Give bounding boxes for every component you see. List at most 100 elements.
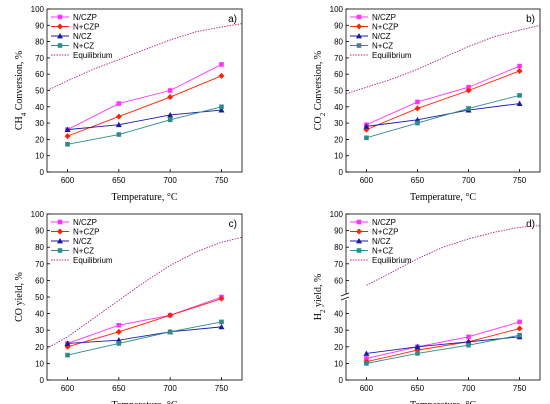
- data-point: [57, 23, 63, 30]
- series-line: [67, 321, 222, 356]
- data-point: [363, 126, 370, 133]
- series-n-czp: [363, 67, 523, 133]
- x-tick-label: 600: [360, 176, 374, 185]
- y-tick-label: 90: [334, 21, 343, 30]
- series-line: [67, 326, 222, 344]
- y-tick-label: 70: [334, 260, 343, 269]
- x-tick-label: 600: [61, 384, 75, 393]
- data-point: [364, 135, 369, 141]
- legend-label: N/CZP: [73, 13, 97, 22]
- legend-label: N+CZ: [73, 247, 94, 256]
- y-tick-label: 0: [40, 376, 45, 385]
- legend-label: Equilibrium: [372, 256, 412, 265]
- data-point: [517, 332, 522, 338]
- y-tick-label: 50: [35, 293, 44, 302]
- data-point: [116, 322, 122, 328]
- legend-item: N+CZ: [350, 247, 393, 256]
- x-tick-label: 600: [61, 176, 75, 185]
- y-tick-label: 40: [35, 310, 44, 319]
- series-line: [366, 328, 520, 363]
- data-point: [219, 319, 224, 325]
- data-point: [363, 123, 370, 129]
- data-point: [57, 43, 63, 48]
- y-tick-label: 40: [334, 310, 343, 319]
- series-line: [366, 321, 520, 359]
- panel-letter: d): [526, 219, 535, 230]
- y-axis-title: CO2 Conversion, %: [313, 51, 327, 130]
- x-tick-label: 600: [360, 384, 374, 393]
- y-tick-label: 90: [35, 21, 44, 30]
- legend-item: N+CZP: [51, 23, 99, 32]
- series-line: [67, 109, 222, 131]
- data-point: [466, 84, 471, 90]
- y-tick-label: 0: [339, 376, 344, 385]
- series-equilibrium: [46, 236, 243, 349]
- legend-item: N/CZP: [51, 13, 97, 22]
- y-tick-label: 100: [330, 210, 344, 219]
- data-point: [167, 94, 174, 101]
- data-point: [115, 113, 122, 120]
- y-tick-label: 40: [35, 103, 44, 112]
- data-point: [356, 33, 362, 39]
- y-tick-label: 10: [35, 152, 44, 161]
- series-line: [345, 24, 541, 95]
- data-point: [356, 238, 362, 244]
- data-point: [465, 87, 472, 94]
- data-point: [356, 248, 362, 253]
- series-n-cz: [64, 323, 225, 346]
- data-point: [364, 356, 369, 361]
- series-equilibrium: [46, 23, 243, 91]
- legend-label: N+CZP: [372, 228, 398, 237]
- series-line: [67, 75, 222, 137]
- series-n-czp: [364, 319, 522, 361]
- data-point: [116, 132, 122, 137]
- x-tick-label: 700: [163, 384, 177, 393]
- y-tick-label: 10: [35, 359, 44, 368]
- legend-item: N+CZ: [51, 247, 94, 256]
- data-point: [219, 62, 224, 67]
- legend-item: Equilibrium: [51, 256, 113, 265]
- series-line: [46, 23, 243, 91]
- y-tick-label: 30: [35, 326, 44, 335]
- data-point: [167, 312, 174, 319]
- data-point: [356, 219, 362, 225]
- data-point: [115, 121, 122, 128]
- data-point: [64, 133, 71, 140]
- legend-item: N/CZ: [350, 32, 391, 41]
- series-line: [366, 336, 520, 354]
- legend-item: N+CZP: [350, 23, 398, 32]
- data-point: [57, 219, 63, 225]
- axis-break-gap: [343, 294, 349, 300]
- data-point: [64, 126, 71, 133]
- y-tick-label: 20: [334, 135, 343, 144]
- y-tick-label: 50: [334, 87, 343, 96]
- data-point: [219, 104, 224, 110]
- y-tick-label: 10: [334, 359, 343, 368]
- legend-label: N/CZ: [372, 237, 391, 246]
- data-point: [414, 105, 421, 112]
- data-point: [218, 295, 225, 302]
- x-axis-title: Temperature, °C: [410, 192, 476, 203]
- x-tick-label: 750: [513, 176, 527, 185]
- data-point: [356, 228, 362, 235]
- legend-label: N+CZP: [73, 228, 99, 237]
- data-point: [414, 343, 421, 350]
- y-tick-label: 100: [31, 210, 45, 219]
- x-tick-label: 700: [163, 176, 177, 185]
- y-tick-label: 100: [31, 5, 45, 14]
- data-point: [415, 99, 420, 105]
- legend-label: Equilibrium: [73, 256, 113, 265]
- y-tick-label: 20: [35, 343, 44, 352]
- data-point: [356, 14, 362, 20]
- data-point: [167, 88, 173, 93]
- y-tick-label: 80: [334, 38, 343, 47]
- data-point: [115, 328, 122, 335]
- y-axis-title: CO yield, %: [14, 272, 25, 322]
- series-line: [366, 334, 520, 364]
- y-tick-label: 60: [35, 276, 44, 285]
- legend-label: N/CZP: [73, 218, 97, 227]
- data-point: [57, 14, 63, 20]
- series-n-czp: [364, 63, 522, 128]
